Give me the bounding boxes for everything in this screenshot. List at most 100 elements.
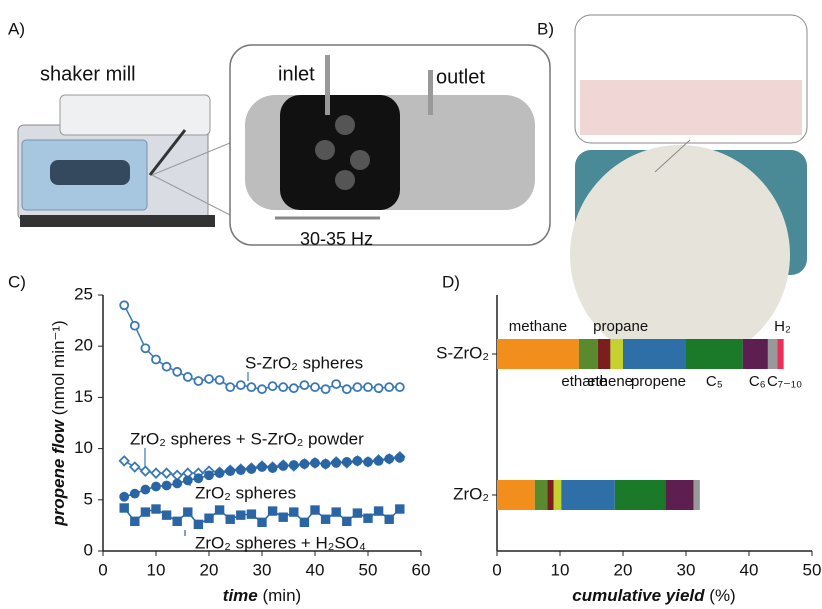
- x-tick-label: 40: [740, 560, 759, 579]
- marker: [173, 471, 182, 480]
- marker: [258, 385, 266, 393]
- y-tick-label: 25: [74, 284, 93, 303]
- marker: [290, 508, 298, 516]
- marker: [120, 493, 128, 501]
- bar-segment: [561, 480, 615, 510]
- marker: [353, 457, 361, 465]
- y-tick-label: 10: [74, 438, 93, 457]
- marker: [248, 510, 256, 518]
- bar-segment: [598, 339, 611, 369]
- marker: [142, 508, 150, 516]
- series-label: ZrO₂ spheres + S-ZrO₂ powder: [130, 429, 364, 448]
- marker: [194, 377, 202, 385]
- x-tick-label: 20: [200, 560, 219, 579]
- bar-segment: [623, 339, 686, 369]
- bar-segment: [497, 480, 535, 510]
- panel-label: C): [8, 272, 26, 291]
- x-tick-label: 30: [677, 560, 696, 579]
- mill-label: shaker mill: [40, 63, 136, 85]
- x-tick-label: 60: [412, 560, 431, 579]
- marker: [120, 456, 129, 465]
- bar-segment: [547, 480, 553, 510]
- marker: [396, 505, 404, 513]
- x-label: time: [223, 586, 258, 605]
- bar-segment: [694, 480, 700, 510]
- marker: [195, 521, 203, 529]
- segment-label: C₅: [706, 373, 723, 390]
- marker: [311, 459, 319, 467]
- marker: [354, 509, 362, 517]
- marker: [375, 507, 383, 515]
- series-label: S-ZrO₂ spheres: [245, 353, 363, 372]
- marker: [301, 519, 309, 527]
- bar-segment: [665, 480, 693, 510]
- frequency-label: 30-35 Hz: [300, 229, 373, 249]
- y-tick-label: 0: [84, 540, 93, 559]
- series-label: ZrO₂ spheres: [195, 483, 296, 502]
- x-axis-title: time (min): [223, 586, 301, 605]
- marker: [237, 511, 245, 519]
- marker: [258, 519, 266, 527]
- marker: [269, 464, 277, 472]
- panel-label: A): [8, 19, 25, 38]
- marker: [141, 486, 149, 494]
- panel-label: B): [537, 19, 554, 38]
- marker: [163, 511, 171, 519]
- marker: [364, 383, 372, 391]
- marker: [269, 382, 277, 390]
- marker: [131, 490, 139, 498]
- outlet-label: outlet: [436, 66, 485, 88]
- x-axis-title: cumulative yield (%): [572, 586, 735, 605]
- y-tick-label: S-ZrO₂: [436, 343, 489, 362]
- y-tick-label: 20: [74, 336, 93, 355]
- bar-segment: [615, 480, 665, 510]
- bar-segment: [610, 339, 623, 369]
- marker: [364, 514, 372, 522]
- marker: [162, 469, 171, 478]
- x-tick-label: 50: [359, 560, 378, 579]
- marker: [120, 504, 128, 512]
- marker: [343, 518, 351, 526]
- marker: [385, 455, 393, 463]
- marker: [130, 463, 139, 472]
- x-tick-label: 10: [147, 560, 166, 579]
- marker: [332, 380, 340, 388]
- x-tick-label: 50: [803, 560, 822, 579]
- marker: [184, 508, 192, 516]
- marker: [375, 384, 383, 392]
- segment-label: H₂: [774, 318, 791, 335]
- segment-label: ethene: [587, 373, 633, 390]
- marker: [173, 368, 181, 376]
- marker: [247, 465, 255, 473]
- marker: [237, 381, 245, 389]
- marker: [226, 467, 234, 475]
- surface-illustration: [570, 15, 807, 365]
- marker: [385, 383, 393, 391]
- marker: [311, 383, 319, 391]
- marker: [226, 383, 234, 391]
- marker: [216, 469, 224, 477]
- marker: [141, 344, 149, 352]
- x-label: cumulative yield: [572, 586, 705, 605]
- mill-illustration: [18, 95, 230, 227]
- marker: [152, 469, 161, 478]
- marker: [152, 505, 160, 513]
- marker: [163, 363, 171, 371]
- marker: [385, 515, 393, 523]
- marker: [152, 356, 160, 364]
- marker: [131, 518, 139, 526]
- marker: [343, 458, 351, 466]
- y-axis-title: propene flow (nmol min⁻¹): [49, 320, 68, 526]
- x-tick-label: 30: [253, 560, 272, 579]
- marker: [120, 301, 128, 309]
- marker: [173, 518, 181, 526]
- bar-segment: [554, 480, 562, 510]
- marker: [322, 460, 330, 468]
- segment-label: propene: [631, 373, 686, 390]
- x-tick-label: 10: [551, 560, 570, 579]
- y-tick-label: 15: [74, 387, 93, 406]
- marker: [311, 506, 319, 514]
- marker: [279, 383, 287, 391]
- marker: [290, 384, 298, 392]
- marker: [332, 459, 340, 467]
